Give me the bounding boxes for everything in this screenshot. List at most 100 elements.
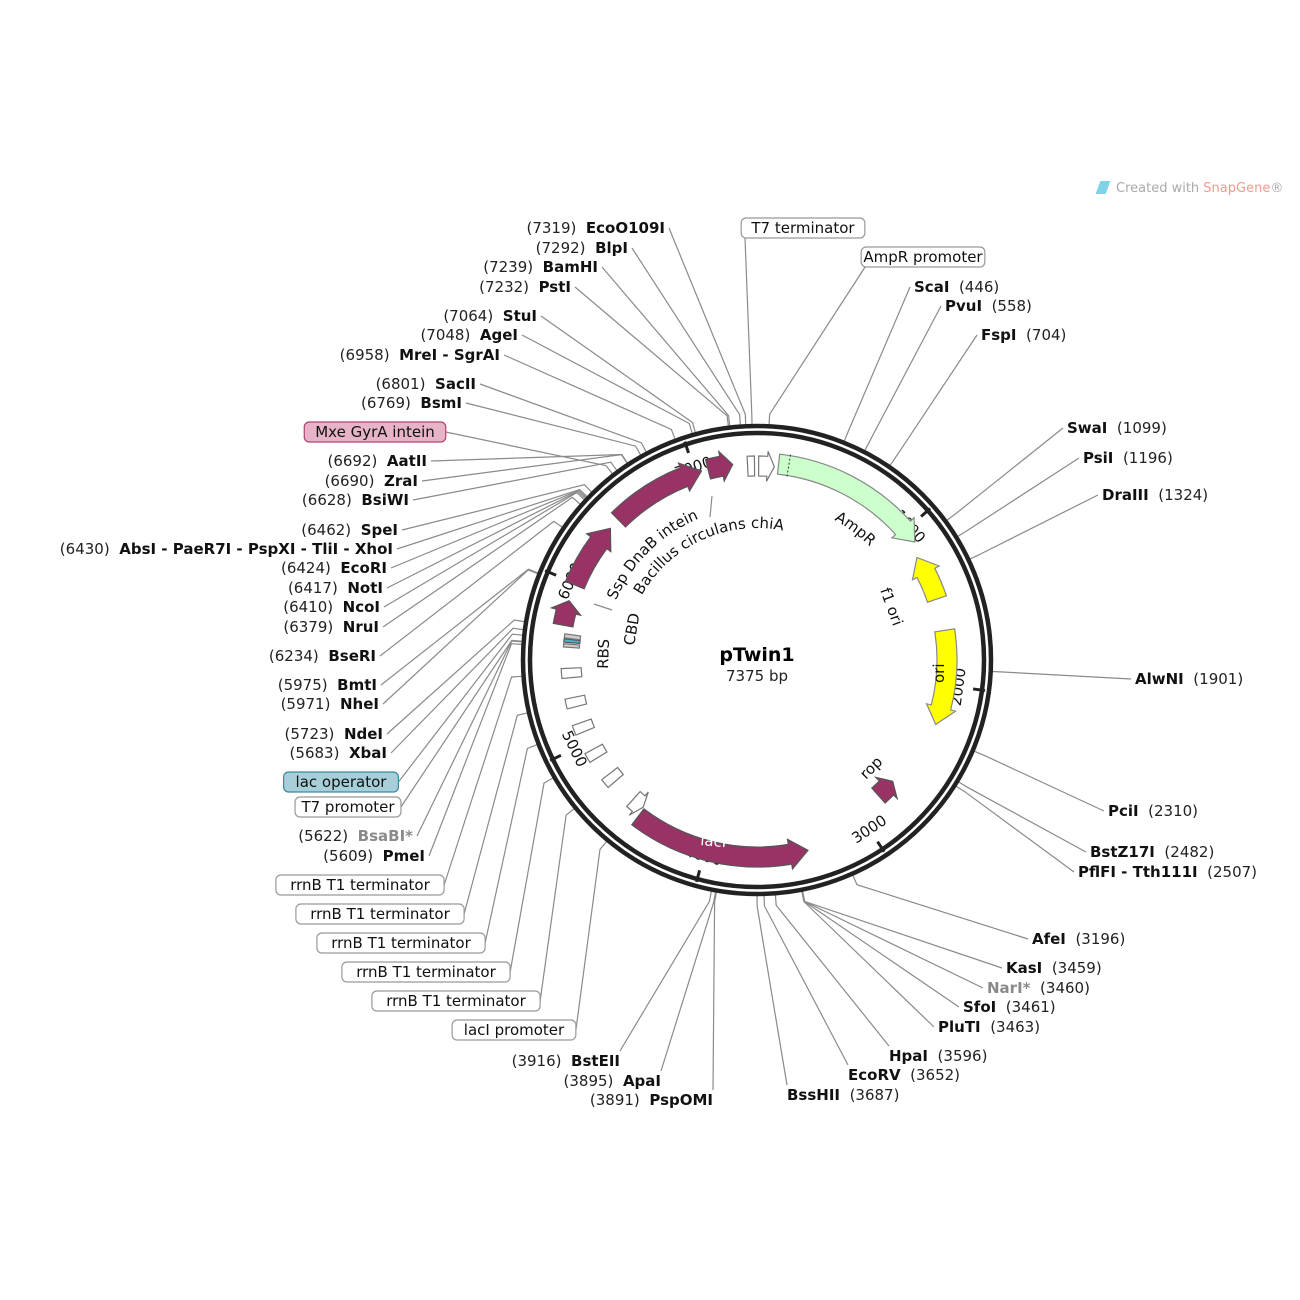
enzyme-site-bsiwi[interactable]: (6628) BsiWI xyxy=(302,491,409,509)
enzyme-site-stui[interactable]: (7064) StuI xyxy=(443,307,537,325)
spacer xyxy=(425,375,435,393)
feature-rbs[interactable] xyxy=(563,633,582,641)
enzyme-site-swai[interactable]: SwaI (1099) xyxy=(1067,419,1167,437)
leader-line xyxy=(382,569,538,705)
enzyme-site-psti[interactable]: (7232) PstI xyxy=(479,278,571,296)
enzyme-site-bsabi-[interactable]: (5622) BsaBI* xyxy=(298,827,413,845)
enzyme-site-ncoi[interactable]: (6410) NcoI xyxy=(283,598,380,616)
enzyme-site-bmti[interactable]: (5975) BmtI xyxy=(278,676,377,694)
feature-ssp-dnab-intein[interactable] xyxy=(564,527,612,590)
enzyme-position: (1196) xyxy=(1123,449,1173,467)
feature-label-ampr-promoter[interactable]: AmpR promoter xyxy=(860,246,986,268)
enzyme-site-spei[interactable]: (6462) SpeI xyxy=(301,521,398,539)
enzyme-site-alwni[interactable]: AlwNI (1901) xyxy=(1135,670,1243,688)
plasmid-length: 7375 bp xyxy=(726,667,788,685)
feature-label-laci-promoter[interactable]: lacI promoter xyxy=(451,1019,577,1041)
feature-label-rrnb-t1-terminator[interactable]: rrnB T1 terminator xyxy=(371,990,541,1012)
tick-mark xyxy=(972,687,986,693)
leader-line xyxy=(396,488,588,550)
feature-ampr[interactable] xyxy=(776,453,916,543)
enzyme-site-ecori[interactable]: (6424) EcoRI xyxy=(281,559,387,577)
feature-label-text: rrnB T1 terminator xyxy=(331,934,471,952)
feature-label-t7-terminator[interactable]: T7 terminator xyxy=(740,217,866,239)
enzyme-site-scai[interactable]: ScaI (446) xyxy=(914,278,999,296)
feature-label-box xyxy=(740,217,866,239)
enzyme-site-bsshii[interactable]: BssHII (3687) xyxy=(787,1086,899,1104)
feature-ampr-promoter[interactable] xyxy=(757,451,775,482)
feature-label-rrnb-t1-terminator[interactable]: rrnB T1 terminator xyxy=(316,932,486,954)
enzyme-site-ecorv[interactable]: EcoRV (3652) xyxy=(848,1066,960,1084)
enzyme-site-zrai[interactable]: (6690) ZraI xyxy=(325,472,418,490)
feature-mxe-gyra-intein[interactable] xyxy=(610,462,703,528)
enzyme-site-afei[interactable]: AfeI (3196) xyxy=(1032,930,1125,948)
enzyme-name: BstZ17I xyxy=(1090,843,1155,861)
feature-t7-terminator[interactable] xyxy=(746,455,756,477)
logo-mark: ® xyxy=(1270,181,1284,196)
enzyme-site-fspi[interactable]: FspI (704) xyxy=(981,326,1066,344)
feature-label-text: rrnB T1 terminator xyxy=(386,992,526,1010)
feature-cbd[interactable] xyxy=(549,599,583,628)
feature-label-mxe-gyra-intein[interactable]: Mxe GyrA intein xyxy=(303,421,447,443)
feature-rrnb-t1-terminator[interactable] xyxy=(600,766,625,789)
enzyme-site-sfoi[interactable]: SfoI (3461) xyxy=(963,998,1056,1016)
enzyme-site-bamhi[interactable]: (7239) BamHI xyxy=(483,258,598,276)
enzyme-position: (3891) xyxy=(590,1091,640,1109)
enzyme-site-nhei[interactable]: (5971) NheI xyxy=(281,695,379,713)
feature-label-rrnb-t1-terminator[interactable]: rrnB T1 terminator xyxy=(275,874,445,896)
enzyme-position: (5622) xyxy=(298,827,348,845)
enzyme-site-bsteii[interactable]: (3916) BstEII xyxy=(512,1052,620,1070)
feature-rrnb-t1-terminator[interactable] xyxy=(564,694,588,710)
enzyme-site-kasi[interactable]: KasI (3459) xyxy=(1006,959,1102,977)
enzyme-name: BlpI xyxy=(595,239,628,257)
enzyme-site-psii[interactable]: PsiI (1196) xyxy=(1083,449,1173,467)
feature-ori[interactable] xyxy=(925,628,958,726)
feature-rrnb-t1-terminator[interactable] xyxy=(571,718,596,736)
feature-f1-ori[interactable] xyxy=(911,556,948,603)
enzyme-site-agei[interactable]: (7048) AgeI xyxy=(420,326,518,344)
feature-label-box xyxy=(283,771,400,793)
enzyme-site-apai[interactable]: (3895) ApaI xyxy=(564,1072,662,1090)
enzyme-site-nari-[interactable]: NarI* (3460) xyxy=(987,979,1090,997)
enzyme-site-noti[interactable]: (6417) NotI xyxy=(288,579,383,597)
enzyme-site-pvui[interactable]: PvuI (558) xyxy=(945,297,1032,315)
feature-rop[interactable] xyxy=(870,776,899,804)
enzyme-site-xbai[interactable]: (5683) XbaI xyxy=(290,744,387,762)
enzyme-site-pmei[interactable]: (5609) PmeI xyxy=(323,847,425,865)
enzyme-site-bseri[interactable]: (6234) BseRI xyxy=(269,647,376,665)
feature-rrnb-t1-terminator[interactable] xyxy=(560,667,583,680)
enzyme-site-ecoo109i[interactable]: (7319) EcoO109I xyxy=(526,219,665,237)
leader-line xyxy=(540,315,696,433)
enzyme-site-aatii[interactable]: (6692) AatII xyxy=(327,452,427,470)
feature-t7-promoter[interactable] xyxy=(562,643,581,649)
feature-rrnb-t1-terminator[interactable] xyxy=(584,743,608,764)
feature-laci-promoter[interactable] xyxy=(625,790,649,816)
feature-label-lac-operator[interactable]: lac operator xyxy=(283,771,400,793)
feature-lac-operator[interactable] xyxy=(563,638,581,645)
feature-label-rrnb-t1-terminator[interactable]: rrnB T1 terminator xyxy=(341,961,511,983)
enzyme-site-pluti[interactable]: PluTI (3463) xyxy=(938,1018,1040,1036)
enzyme-site-mrei-sgrai[interactable]: (6958) MreI - SgrAI xyxy=(340,346,500,364)
enzyme-site-draiii[interactable]: DraIII (1324) xyxy=(1102,486,1208,504)
feature-laci[interactable] xyxy=(630,808,809,871)
enzyme-name: AbsI - PaeR7I - PspXI - TliI - XhoI xyxy=(119,540,393,558)
enzyme-name: BmtI xyxy=(337,676,377,694)
leader-line xyxy=(430,453,628,464)
enzyme-site-bstz17i[interactable]: BstZ17I (2482) xyxy=(1090,843,1214,861)
enzyme-site-nrui[interactable]: (6379) NruI xyxy=(283,618,379,636)
feature-label-rrnb-t1-terminator[interactable]: rrnB T1 terminator xyxy=(295,903,465,925)
enzyme-site-absi-paer7i-pspxi-tlii-xhoi[interactable]: (6430) AbsI - PaeR7I - PspXI - TliI - Xh… xyxy=(60,540,393,558)
enzyme-site-pspomi[interactable]: (3891) PspOMI xyxy=(590,1091,713,1109)
enzyme-site-bsmi[interactable]: (6769) BsmI xyxy=(361,394,462,412)
feature-bacillus-circulans-chia[interactable] xyxy=(704,449,734,483)
enzyme-site-sacii[interactable]: (6801) SacII xyxy=(376,375,476,393)
tick-mark xyxy=(544,569,557,577)
leader-line xyxy=(763,895,849,1066)
feature-label-t7-promoter[interactable]: T7 promoter xyxy=(294,796,402,818)
enzyme-site-hpai[interactable]: HpaI (3596) xyxy=(889,1047,987,1065)
enzyme-site-pflfi-tth111i[interactable]: PflFI - Tth111I (2507) xyxy=(1078,863,1257,881)
enzyme-site-pcii[interactable]: PciI (2310) xyxy=(1108,802,1198,820)
leader-line xyxy=(445,431,613,474)
enzyme-site-blpi[interactable]: (7292) BlpI xyxy=(536,239,628,257)
enzyme-site-ndei[interactable]: (5723) NdeI xyxy=(285,725,383,743)
leader-line xyxy=(992,670,1132,680)
